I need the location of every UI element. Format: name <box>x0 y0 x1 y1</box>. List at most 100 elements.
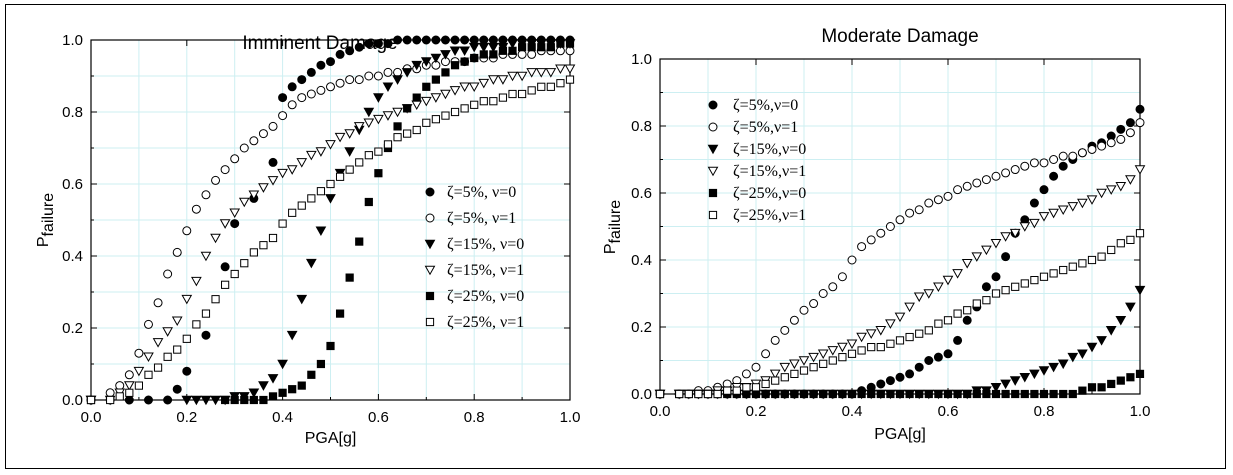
data-point <box>393 35 403 45</box>
data-point <box>191 395 202 406</box>
data-point <box>789 315 799 325</box>
data-point <box>798 356 810 366</box>
data-point <box>123 381 135 391</box>
legend-marker <box>707 166 719 177</box>
data-point <box>1039 272 1049 281</box>
data-point <box>895 372 905 382</box>
data-point <box>1116 376 1125 385</box>
data-point <box>780 373 789 382</box>
data-point <box>527 86 536 95</box>
data-point <box>315 147 327 157</box>
data-point <box>411 100 423 111</box>
data-point <box>1057 205 1069 215</box>
data-point <box>703 389 713 399</box>
data-point <box>1001 168 1011 178</box>
data-point <box>479 97 488 106</box>
data-point <box>565 39 575 48</box>
data-point <box>383 140 393 149</box>
data-point <box>449 46 461 57</box>
data-point <box>828 282 838 292</box>
data-point <box>1116 239 1125 248</box>
data-point <box>963 389 972 399</box>
data-point <box>876 343 885 352</box>
y-tick-label: 0.6 <box>62 176 83 193</box>
data-point <box>431 35 441 45</box>
data-point <box>924 356 934 365</box>
data-point <box>134 381 144 390</box>
data-point <box>981 175 991 185</box>
data-point <box>857 242 867 252</box>
data-point <box>200 251 212 262</box>
data-point <box>838 353 847 362</box>
data-point <box>489 50 498 59</box>
x-axis-label: PGA[g] <box>305 430 357 447</box>
x-tick-label: 0.6 <box>938 403 959 420</box>
data-point <box>943 191 953 201</box>
data-point <box>373 71 383 81</box>
data-point <box>991 272 1001 282</box>
data-point <box>924 198 934 208</box>
data-point <box>675 389 684 399</box>
data-point <box>421 35 431 45</box>
legend: ζ=5%, ν=0 ζ=5%, ν=1 ζ=15%, ν=0 ζ=15%, ν=1 ζ=… <box>424 184 524 331</box>
data-point <box>1126 373 1135 382</box>
data-point <box>723 386 732 395</box>
data-point <box>344 129 356 139</box>
data-point <box>305 258 317 269</box>
data-point <box>799 366 809 375</box>
data-point <box>1105 185 1117 195</box>
data-point <box>1019 222 1031 232</box>
data-point <box>555 64 566 75</box>
data-point <box>459 82 470 93</box>
data-point <box>306 67 316 77</box>
data-point <box>354 42 364 52</box>
x-tick-label: 0.6 <box>368 409 389 426</box>
data-point <box>953 389 962 399</box>
data-point <box>460 57 469 66</box>
data-point <box>153 298 163 308</box>
data-point <box>191 204 201 214</box>
legend-marker <box>708 210 718 220</box>
data-point <box>316 85 326 95</box>
data-point <box>819 389 828 399</box>
data-point <box>546 82 555 91</box>
data-point <box>210 233 221 244</box>
legend-label: ζ=25%, ν=1 <box>447 314 524 331</box>
data-point <box>479 50 488 59</box>
data-point <box>258 381 269 391</box>
data-point <box>488 75 499 85</box>
data-point <box>355 237 364 246</box>
data-point <box>1020 279 1029 288</box>
data-point <box>278 93 288 103</box>
data-point <box>1039 185 1049 195</box>
data-point <box>1086 195 1098 205</box>
data-point <box>1077 148 1087 158</box>
data-point <box>288 385 297 394</box>
data-point <box>761 379 770 389</box>
data-point <box>230 269 239 279</box>
data-point <box>857 389 866 399</box>
data-point <box>942 275 954 286</box>
data-point <box>1135 229 1145 238</box>
x-tick-label: 0.2 <box>176 409 197 426</box>
data-point <box>1011 282 1020 291</box>
data-point <box>780 389 789 399</box>
data-point <box>934 389 943 399</box>
data-point <box>258 183 269 193</box>
data-point <box>809 363 818 372</box>
data-point <box>115 381 125 391</box>
data-point <box>363 107 375 118</box>
data-point <box>1049 155 1059 164</box>
data-point <box>230 395 239 405</box>
data-point <box>1107 379 1116 389</box>
data-point <box>1116 124 1126 134</box>
data-point <box>742 389 751 399</box>
data-point <box>990 238 1002 249</box>
data-point <box>837 342 848 353</box>
data-point <box>296 294 308 305</box>
data-point <box>545 68 557 78</box>
legend-label: ζ=15%, ν=0 <box>447 236 524 253</box>
data-point <box>412 35 422 45</box>
legend-label: ζ=25%,ν=0 <box>733 185 806 202</box>
data-point <box>1059 265 1068 275</box>
